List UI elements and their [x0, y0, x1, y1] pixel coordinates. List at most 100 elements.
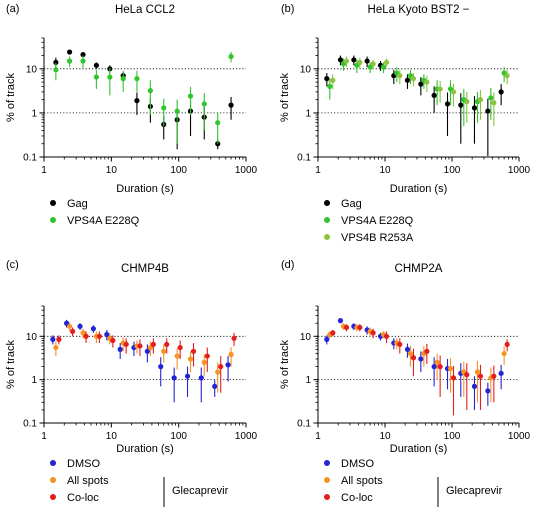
panel-tag: (d): [281, 259, 294, 271]
data-point: [218, 364, 224, 370]
data-point: [418, 81, 424, 87]
series-3: [330, 324, 510, 416]
data-point: [137, 343, 143, 349]
x-tick-label: 100: [444, 431, 461, 442]
y-tick-label: 10: [26, 64, 38, 75]
panel-tag: (c): [6, 259, 19, 271]
legend-marker: [324, 460, 330, 466]
x-tick-label: 1000: [508, 431, 531, 442]
data-point: [123, 341, 129, 348]
data-point: [324, 336, 330, 342]
data-point: [383, 333, 390, 339]
data-point: [215, 369, 221, 375]
y-axis-label: % of track: [5, 340, 17, 389]
legend-label: Co-loc: [341, 492, 373, 504]
x-axis-label: Duration (s): [116, 443, 173, 455]
data-point: [424, 348, 430, 354]
panel-tag: (b): [281, 3, 294, 15]
data-point: [67, 58, 73, 64]
y-tick-label: 1: [305, 375, 311, 386]
data-point: [147, 88, 153, 94]
data-point: [187, 93, 194, 99]
data-point: [225, 362, 231, 368]
data-point: [410, 355, 417, 361]
legend-marker: [324, 234, 330, 240]
data-point: [228, 351, 234, 358]
legend-marker: [324, 494, 330, 500]
x-tick-label: 10: [379, 431, 391, 442]
data-point: [380, 64, 387, 70]
series-2: [327, 323, 507, 403]
x-axis-label: Duration (s): [390, 443, 447, 455]
legend-label: All spots: [67, 475, 109, 487]
y-tick-label: 0.1: [23, 419, 37, 430]
x-tick-label: 1000: [508, 165, 531, 176]
legend-marker: [324, 217, 330, 223]
data-point: [80, 58, 86, 64]
series-1: [324, 55, 504, 157]
data-point: [364, 58, 370, 64]
x-axis-label: Duration (s): [390, 183, 447, 195]
data-point: [164, 341, 170, 348]
x-tick-label: 100: [444, 165, 461, 176]
y-tick-label: 1: [31, 375, 37, 386]
data-point: [488, 95, 494, 101]
data-point: [67, 49, 73, 55]
data-point: [201, 359, 207, 365]
data-point: [184, 373, 191, 379]
data-point: [228, 53, 234, 60]
legend-label: DMSO: [341, 458, 374, 470]
data-point: [343, 324, 350, 331]
x-tick-label: 10: [106, 431, 118, 442]
chart-title: HeLa CCL2: [115, 4, 175, 16]
data-point: [231, 335, 237, 341]
data-point: [171, 375, 177, 381]
data-point: [83, 333, 89, 339]
data-point: [77, 323, 83, 329]
x-tick-label: 10: [106, 165, 118, 176]
y-tick-label: 1: [31, 108, 37, 119]
data-point: [330, 330, 336, 336]
data-point: [485, 388, 491, 394]
series-2: [53, 52, 234, 144]
series-2: [327, 58, 507, 127]
x-tick-label: 1: [315, 431, 321, 442]
legend-label: Gag: [67, 198, 88, 210]
data-point: [117, 346, 123, 352]
legend-marker: [50, 494, 56, 500]
series-1: [324, 318, 504, 410]
y-axis-label: % of track: [279, 340, 291, 389]
data-point: [330, 77, 336, 83]
data-point: [357, 59, 363, 65]
data-point: [410, 75, 417, 82]
data-point: [351, 57, 357, 63]
data-point: [491, 100, 497, 106]
panel-tag: (a): [6, 3, 19, 15]
data-point: [80, 330, 86, 336]
y-tick-label: 0.1: [23, 153, 37, 164]
data-point: [70, 328, 76, 334]
data-point: [434, 359, 440, 365]
x-tick-label: 10: [379, 165, 391, 176]
x-tick-label: 100: [170, 165, 187, 176]
data-point: [93, 74, 99, 80]
series-3: [330, 56, 510, 127]
data-point: [370, 330, 376, 336]
data-point: [204, 353, 210, 359]
data-point: [327, 83, 333, 89]
legend-marker: [50, 477, 56, 483]
data-point: [107, 74, 113, 80]
data-point: [215, 120, 221, 126]
data-point: [337, 57, 344, 63]
data-point: [343, 58, 350, 64]
data-point: [144, 348, 150, 354]
data-point: [104, 331, 110, 338]
data-point: [370, 61, 376, 67]
treatment-label: Glecaprevir: [172, 485, 229, 497]
data-point: [93, 62, 99, 68]
data-point: [187, 356, 194, 362]
data-point: [53, 344, 59, 351]
